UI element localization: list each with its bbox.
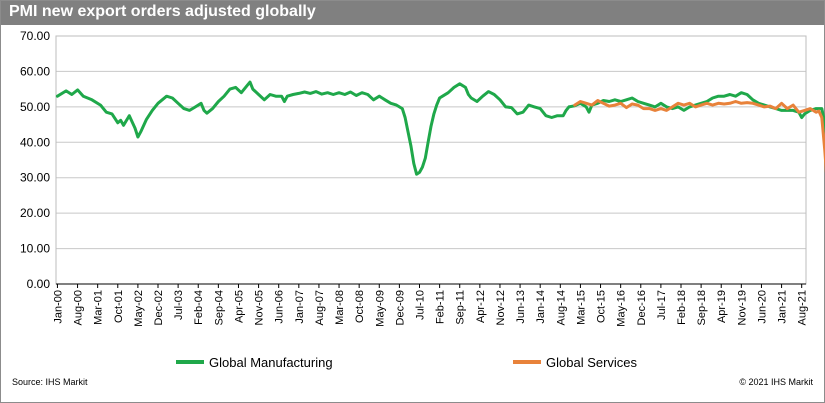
y-tick-label: 70.00: [20, 29, 50, 43]
x-tick-label: Sep-11: [455, 290, 467, 325]
x-tick-label: Jun-13: [515, 290, 527, 324]
x-tick-label: Feb-18: [676, 290, 688, 325]
source-note: Source: IHS Markit: [12, 377, 88, 387]
x-tick-label: Oct-08: [354, 290, 366, 323]
x-tick-label: Nov-19: [736, 290, 748, 325]
series-line-global-manufacturing: [55, 80, 825, 176]
x-tick-label: Feb-11: [435, 290, 447, 324]
x-tick-label: Jan-14: [535, 290, 547, 324]
x-tick-label: Dec-16: [636, 290, 648, 325]
x-tick-label: Aug-00: [73, 290, 85, 325]
x-tick-label: May-16: [616, 290, 628, 327]
x-tick-label: Jan-07: [294, 290, 306, 324]
x-tick-label: Sep-18: [696, 290, 708, 325]
chart-title: PMI new export orders adjusted globally: [9, 3, 316, 20]
x-tick-label: Mar-01: [93, 290, 105, 325]
x-tick-label: Mar-15: [575, 290, 587, 325]
x-tick-label: May-09: [374, 290, 386, 327]
copyright-note: © 2021 IHS Markit: [739, 377, 813, 387]
y-tick-label: 10.00: [20, 242, 50, 256]
x-tick-label: Oct-15: [596, 290, 608, 323]
y-tick-label: 20.00: [20, 206, 50, 220]
y-tick-label: 60.00: [20, 64, 50, 78]
x-tick-label: Mar-08: [334, 290, 346, 325]
y-tick-label: 50.00: [20, 100, 50, 114]
x-tick-label: Nov-05: [254, 290, 266, 325]
x-tick-label: Jun-20: [756, 290, 768, 324]
legend-label: Global Services: [546, 355, 638, 370]
x-tick-label: Jul-10: [415, 290, 427, 320]
y-tick-label: 40.00: [20, 135, 50, 149]
legend: Global Manufacturing Global Services: [176, 355, 638, 370]
y-tick-label: 30.00: [20, 171, 50, 185]
y-tick-label: 0.00: [27, 277, 51, 291]
series-line-global-services: [573, 99, 825, 174]
x-tick-label: Dec-09: [394, 290, 406, 325]
x-tick-label: Jun-06: [274, 290, 286, 324]
x-tick-label: Aug-07: [314, 290, 326, 325]
x-tick-label: Sep-04: [213, 290, 225, 325]
plot-area-border: [55, 35, 807, 285]
x-tick-label: Aug-14: [555, 290, 567, 325]
gridlines: [55, 35, 807, 285]
x-tick-label: Jan-21: [777, 290, 789, 324]
x-tick-label: Feb-04: [193, 290, 205, 325]
x-tick-label: Apr-12: [475, 290, 487, 323]
x-tick-label: Apr-05: [233, 290, 245, 323]
axes: 0.00 10.00 20.00 30.00 40.00 50.00 60.00 70.00 J…: [20, 29, 809, 327]
x-tick-label: Dec-02: [153, 290, 165, 325]
x-tick-label: Oct-01: [113, 290, 125, 323]
x-tick-label: Nov-12: [495, 290, 507, 325]
x-tick-label: Jul-17: [656, 290, 668, 320]
series-lines: [55, 80, 825, 176]
x-tick-label: May-02: [133, 290, 145, 327]
title-bar: PMI new export orders adjusted globally: [1, 1, 824, 25]
x-tick-label: Jan-00: [52, 290, 64, 324]
legend-label: Global Manufacturing: [209, 355, 333, 370]
x-tick-label: Apr-19: [716, 290, 728, 323]
x-tick-label: Jul-03: [173, 290, 185, 320]
x-tick-label: Aug-21: [797, 290, 809, 325]
